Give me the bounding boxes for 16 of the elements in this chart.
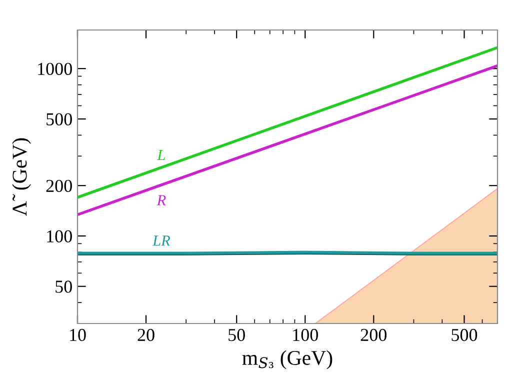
x-tick-label: 10 — [70, 328, 86, 342]
series-label: R — [156, 195, 166, 206]
y-tick-label: 50 — [56, 280, 72, 293]
y-tick-label: 100 — [47, 230, 72, 242]
series-label: LR — [152, 236, 170, 246]
y-tick-label: 1000 — [38, 62, 72, 76]
y-tick-label: 500 — [46, 113, 72, 126]
series-label: L — [157, 150, 166, 160]
x-tick-label: 50 — [228, 328, 245, 342]
x-axis-title: m$_{S₃}$ (GeV) — [242, 350, 332, 370]
x-tick-label: 200 — [360, 328, 387, 342]
x-tick-label: 20 — [138, 328, 154, 342]
y-tick-label: 200 — [46, 180, 72, 192]
y-axis-title: Λ̃ (GeV) — [12, 138, 31, 216]
x-tick-label: 500 — [452, 328, 478, 342]
x-tick-label: 100 — [293, 328, 318, 342]
